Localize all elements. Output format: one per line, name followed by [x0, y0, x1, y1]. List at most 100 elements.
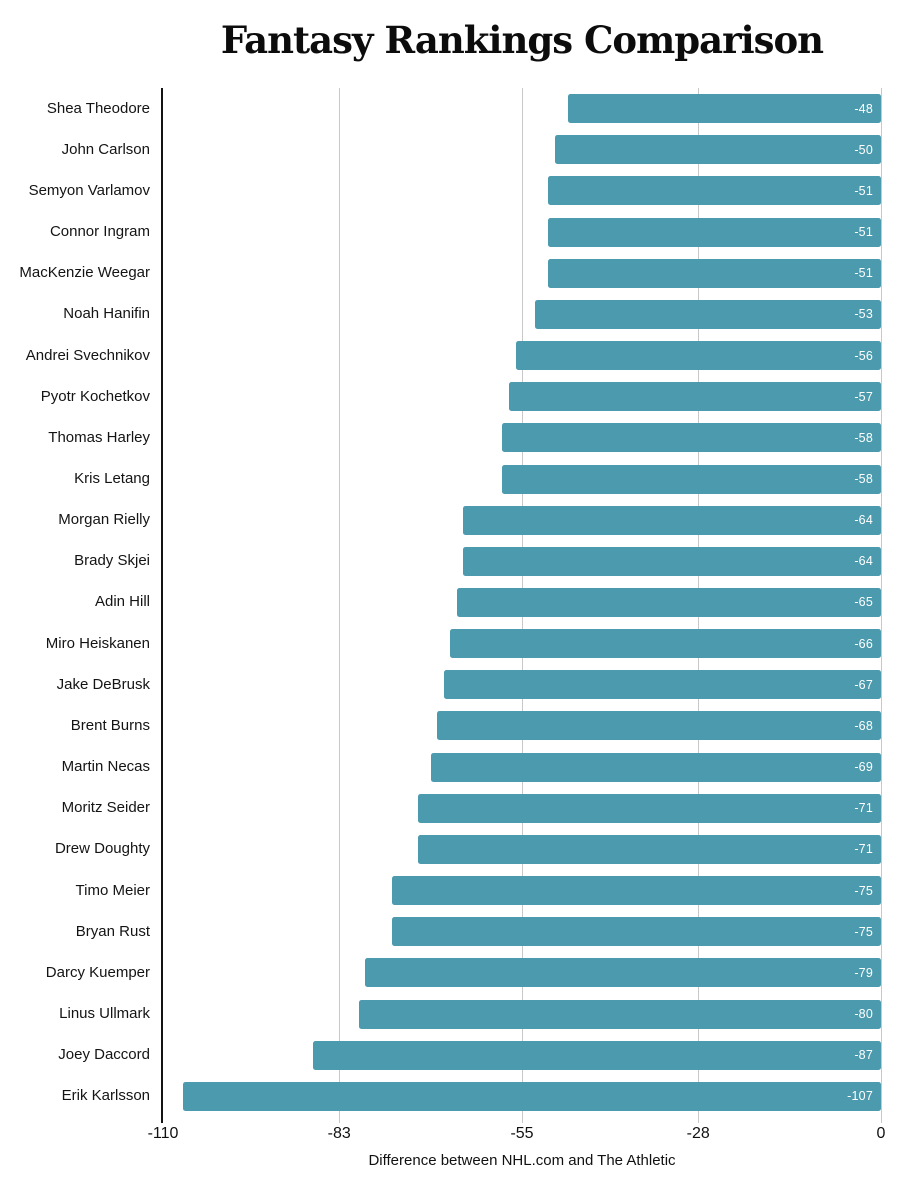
bar: -51	[548, 258, 881, 288]
category-label: Andrei Svechnikov	[25, 346, 150, 364]
value-label: -87	[854, 1048, 873, 1063]
x-tick-label: -110	[147, 1125, 179, 1142]
value-label: -53	[854, 307, 873, 322]
bar: -64	[463, 546, 881, 576]
bar: -51	[548, 176, 881, 206]
bar: -80	[358, 999, 881, 1029]
bar-row: Linus Ullmark -80	[0, 994, 910, 1035]
value-label: -107	[847, 1089, 873, 1104]
x-tick-mark	[880, 1117, 882, 1123]
category-label: John Carlson	[61, 140, 150, 158]
category-label: Drew Doughty	[54, 840, 150, 858]
bar-row: Erik Karlsson -107	[0, 1076, 910, 1117]
bar: -57	[508, 382, 881, 412]
value-label: -58	[854, 430, 873, 445]
value-label: -51	[854, 266, 873, 281]
category-label: Semyon Varlamov	[28, 181, 150, 199]
bar: -65	[456, 587, 881, 617]
bar-row: Darcy Kuemper -79	[0, 952, 910, 993]
value-label: -56	[854, 348, 873, 363]
value-label: -64	[854, 554, 873, 569]
value-label: -75	[854, 924, 873, 939]
category-label: Erik Karlsson	[61, 1087, 150, 1105]
value-label: -71	[854, 801, 873, 816]
category-label: Morgan Rielly	[58, 511, 150, 529]
category-label: Noah Hanifin	[63, 305, 150, 323]
bar: -75	[391, 917, 881, 947]
bar-row: Martin Necas -69	[0, 747, 910, 788]
x-tick-label: -83	[327, 1125, 351, 1142]
value-label: -68	[854, 718, 873, 733]
value-label: -80	[854, 1007, 873, 1022]
x-tick-label: -55	[510, 1125, 534, 1142]
category-label: Thomas Harley	[48, 428, 150, 446]
bar: -56	[515, 341, 881, 371]
bar-row: Morgan Rielly -64	[0, 500, 910, 541]
bar: -79	[365, 958, 881, 988]
value-label: -58	[854, 472, 873, 487]
x-tick-label: 0	[876, 1125, 886, 1142]
bar: -71	[417, 834, 881, 864]
bar-row: John Carlson -50	[0, 129, 910, 170]
value-label: -51	[854, 183, 873, 198]
category-label: Darcy Kuemper	[45, 963, 150, 981]
category-label: Brady Skjei	[74, 552, 150, 570]
value-label: -50	[854, 142, 873, 157]
gridline	[880, 88, 882, 1117]
bar-row: Thomas Harley -58	[0, 417, 910, 458]
bar: -51	[548, 217, 881, 247]
value-label: -64	[854, 513, 873, 528]
category-label: Connor Ingram	[49, 223, 150, 241]
bar-row: Semyon Varlamov -51	[0, 170, 910, 211]
x-axis-label: Difference between NHL.com and The Athle…	[368, 1152, 676, 1169]
category-label: Adin Hill	[94, 593, 150, 611]
bar-row: Bryan Rust -75	[0, 911, 910, 952]
x-tick-mark	[697, 1117, 699, 1123]
bar: -75	[391, 876, 881, 906]
category-label: Pyotr Kochetkov	[40, 387, 150, 405]
bar-row: Kris Letang -58	[0, 458, 910, 499]
value-label: -79	[854, 965, 873, 980]
category-label: MacKenzie Weegar	[19, 264, 150, 282]
bar-row: Andrei Svechnikov -56	[0, 335, 910, 376]
bar-row: Jake DeBrusk -67	[0, 664, 910, 705]
bar: -67	[443, 670, 881, 700]
value-label: -71	[854, 842, 873, 857]
bar: -107	[182, 1081, 881, 1111]
value-label: -65	[854, 595, 873, 610]
bar-row: Timo Meier -75	[0, 870, 910, 911]
bar-row: Drew Doughty -71	[0, 829, 910, 870]
bar-row: Joey Daccord -87	[0, 1035, 910, 1076]
value-label: -67	[854, 677, 873, 692]
category-label: Martin Necas	[61, 758, 150, 776]
value-label: -57	[854, 389, 873, 404]
bar: -68	[437, 711, 881, 741]
bar-row: Noah Hanifin -53	[0, 294, 910, 335]
bar-row: Pyotr Kochetkov -57	[0, 376, 910, 417]
category-label: Timo Meier	[75, 881, 150, 899]
category-label: Linus Ullmark	[59, 1005, 150, 1023]
category-label: Shea Theodore	[46, 99, 150, 117]
bar: -48	[567, 94, 881, 124]
bar-row: Shea Theodore -48	[0, 88, 910, 129]
gridline	[338, 88, 340, 1117]
y-axis-line	[161, 88, 163, 1123]
bar: -66	[450, 629, 881, 659]
bar: -58	[502, 423, 881, 453]
category-label: Joey Daccord	[58, 1046, 150, 1064]
x-tick-label: -28	[686, 1125, 710, 1142]
bar: -69	[430, 752, 881, 782]
bar: -50	[554, 135, 881, 165]
x-tick-mark	[521, 1117, 523, 1123]
bar-row: Moritz Seider -71	[0, 788, 910, 829]
bar-row: Miro Heiskanen -66	[0, 623, 910, 664]
category-label: Bryan Rust	[75, 922, 150, 940]
x-tick-mark	[338, 1117, 340, 1123]
category-label: Kris Letang	[74, 470, 150, 488]
bar: -58	[502, 464, 881, 494]
chart-title: Fantasy Rankings Comparison	[220, 18, 824, 62]
category-label: Jake DeBrusk	[56, 675, 150, 693]
bar-row: Adin Hill -65	[0, 582, 910, 623]
bar: -53	[535, 299, 881, 329]
category-label: Miro Heiskanen	[45, 634, 150, 652]
